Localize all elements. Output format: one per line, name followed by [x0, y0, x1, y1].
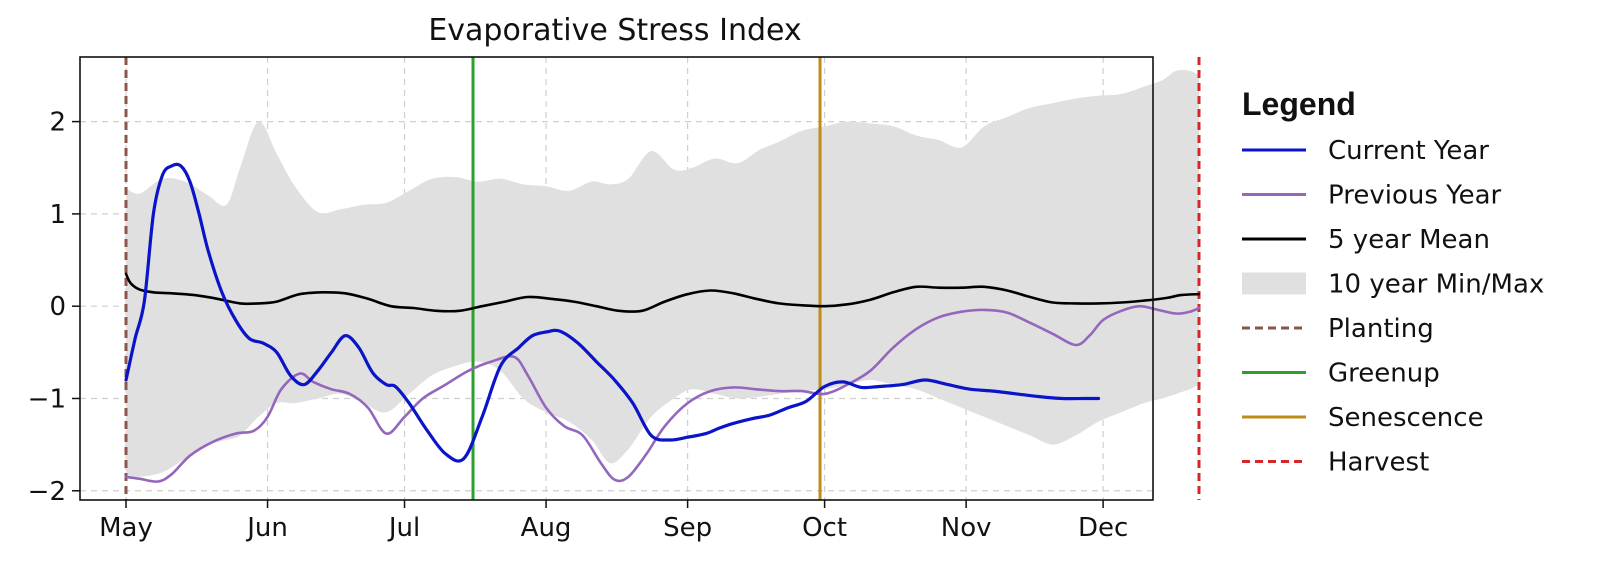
- legend-label-5-year-mean: 5 year Mean: [1328, 225, 1490, 255]
- y-tick-label-4: −2: [28, 477, 66, 507]
- chart-title: Evaporative Stress Index: [428, 13, 801, 48]
- legend-label-previous-year: Previous Year: [1328, 181, 1502, 211]
- legend-title: Legend: [1242, 86, 1356, 122]
- x-tick-label-3: Aug: [521, 513, 572, 543]
- plot-frame: [79, 56, 1154, 501]
- y-tick-label-1: 1: [49, 200, 66, 230]
- y-tick-label-2: 0: [49, 292, 66, 322]
- legend-label-harvest: Harvest: [1328, 448, 1429, 478]
- x-tick-label-5: Oct: [802, 513, 847, 543]
- x-tick-label-7: Dec: [1078, 513, 1128, 543]
- series-current-year: [124, 162, 1101, 463]
- legend-label-senescence: Senescence: [1328, 403, 1484, 433]
- legend-label-greenup: Greenup: [1328, 359, 1440, 389]
- series-5-year-mean: [124, 272, 1201, 313]
- y-tick-label-0: 2: [49, 108, 66, 138]
- legend-label-10-year-min-max: 10 year Min/Max: [1328, 270, 1544, 300]
- legend: Legend Current Year Previous Year 5 year M…: [1242, 86, 1544, 478]
- legend-label-planting: Planting: [1328, 314, 1434, 344]
- legend-label-current-year: Current Year: [1328, 136, 1489, 166]
- band-min-max: [126, 69, 1199, 478]
- x-tick-label-4: Sep: [663, 513, 712, 543]
- series-previous-year: [124, 304, 1201, 483]
- x-tick-label-1: Jun: [245, 513, 288, 543]
- x-tick-label-6: Nov: [941, 513, 992, 543]
- legend-swatch-10-year-min-max: [1242, 272, 1306, 295]
- plot-area: May Jun Jul Aug Sep Oct Nov Dec 2 1 0 −1 −2: [28, 56, 1201, 543]
- y-tick-label-3: −1: [28, 384, 66, 414]
- x-tick-label-0: May: [99, 513, 153, 543]
- x-tick-label-2: Jul: [387, 513, 420, 543]
